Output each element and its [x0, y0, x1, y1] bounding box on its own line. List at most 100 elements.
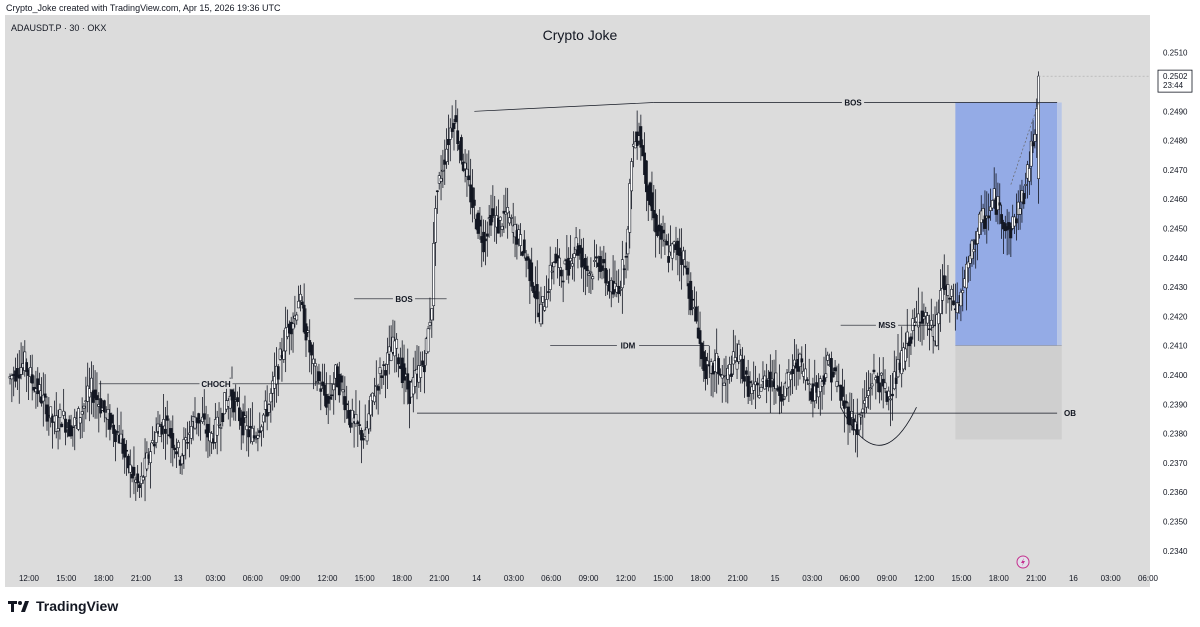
- candle-up: [593, 260, 597, 262]
- candle-up: [916, 313, 920, 328]
- candle-up: [313, 363, 317, 367]
- rounded-bottom-curve: [840, 407, 917, 446]
- candle-up: [149, 451, 153, 464]
- candle-down: [559, 269, 563, 277]
- candle-down: [700, 342, 704, 360]
- candle-up: [589, 271, 593, 274]
- price-tick: 0.2340: [1163, 547, 1188, 556]
- candle-down: [471, 187, 474, 208]
- candle-down: [478, 219, 482, 227]
- candle-up: [463, 162, 467, 170]
- candle-up: [817, 387, 820, 398]
- candle-up: [387, 346, 391, 355]
- candle-up: [720, 374, 724, 379]
- candle-up: [672, 241, 676, 246]
- time-tick: 21:00: [728, 574, 749, 583]
- candle-down: [778, 386, 782, 396]
- candle-down: [95, 395, 99, 401]
- candle-up: [508, 217, 511, 224]
- candle-up: [541, 296, 545, 303]
- candle-up: [263, 400, 267, 410]
- candle-up: [54, 415, 58, 432]
- candle-up: [419, 365, 423, 378]
- candle-up: [626, 228, 630, 255]
- candle-down: [112, 424, 116, 434]
- candle-up: [184, 437, 188, 441]
- brand-name: TradingView: [36, 598, 119, 614]
- candle-up: [260, 426, 264, 432]
- candle-up: [189, 426, 193, 439]
- time-tick: 03:00: [205, 574, 226, 583]
- candle-up: [151, 440, 154, 444]
- candle-down: [302, 304, 306, 333]
- candle-up: [311, 358, 315, 364]
- candle-down: [743, 376, 746, 382]
- candle-down: [317, 371, 321, 381]
- candle-down: [484, 238, 487, 242]
- candle-down: [595, 256, 598, 259]
- candle-up: [341, 389, 345, 393]
- candle-down: [202, 413, 206, 420]
- candle-up: [162, 419, 165, 427]
- candle-down: [69, 425, 73, 437]
- candle-up: [350, 410, 354, 424]
- bos-label-2: BOS: [844, 99, 862, 108]
- candle-up: [774, 372, 778, 390]
- time-tick: 18:00: [392, 574, 413, 583]
- candle-up: [215, 416, 219, 436]
- time-tick: 15:00: [355, 574, 376, 583]
- bos-line-2a: [474, 102, 654, 112]
- candle-up: [783, 382, 787, 398]
- candle-down: [744, 370, 748, 375]
- candle-up: [759, 387, 763, 392]
- candle-up: [1018, 208, 1022, 215]
- candle-down: [238, 407, 241, 422]
- candle-down: [667, 256, 671, 263]
- candle-down: [241, 411, 245, 436]
- candle-up: [905, 331, 909, 344]
- candle-up: [587, 273, 591, 276]
- candle-down: [247, 429, 251, 438]
- candle-up: [826, 354, 830, 361]
- time-tick: 21:00: [1026, 574, 1047, 583]
- candle-up: [574, 237, 578, 251]
- candle-down: [467, 175, 471, 181]
- candle-down: [644, 160, 648, 193]
- candle-down: [71, 426, 75, 428]
- candle-down: [598, 256, 602, 272]
- candle-up: [728, 364, 732, 376]
- candle-up: [959, 291, 963, 307]
- candle-up: [630, 161, 634, 192]
- candle-up: [813, 385, 817, 401]
- candle-up: [62, 410, 66, 416]
- candle-down: [206, 423, 210, 438]
- time-tick: 15:00: [951, 574, 972, 583]
- candle-down: [952, 300, 955, 306]
- candle-up: [297, 300, 301, 309]
- candle-down: [496, 218, 500, 234]
- candle-down: [43, 393, 47, 398]
- candle-up: [706, 360, 709, 365]
- candle-up: [378, 367, 382, 374]
- tradingview-brand[interactable]: TradingView: [8, 598, 118, 614]
- candle-down: [689, 280, 693, 311]
- candle-down: [1007, 222, 1011, 230]
- time-tick: 06:00: [541, 574, 562, 583]
- price-axis[interactable]: [1150, 15, 1200, 587]
- last-price-label: 0.2502: [1163, 72, 1188, 81]
- candle-down: [456, 130, 460, 144]
- price-tick: 0.2480: [1163, 137, 1188, 146]
- candle-down: [186, 441, 190, 444]
- candle-down: [876, 375, 880, 384]
- candle-up: [569, 258, 572, 262]
- candle-down: [221, 413, 225, 422]
- price-tick: 0.2490: [1163, 107, 1188, 116]
- candle-down: [164, 428, 167, 434]
- time-tick: 18:00: [690, 574, 711, 583]
- candle-up: [282, 350, 286, 360]
- symbol-label[interactable]: ADAUSDT.P · 30 · OKX: [11, 23, 107, 33]
- time-tick: 06:00: [1138, 574, 1159, 583]
- candle-down: [691, 298, 695, 301]
- candle-up: [935, 314, 939, 346]
- candle-down: [173, 447, 177, 451]
